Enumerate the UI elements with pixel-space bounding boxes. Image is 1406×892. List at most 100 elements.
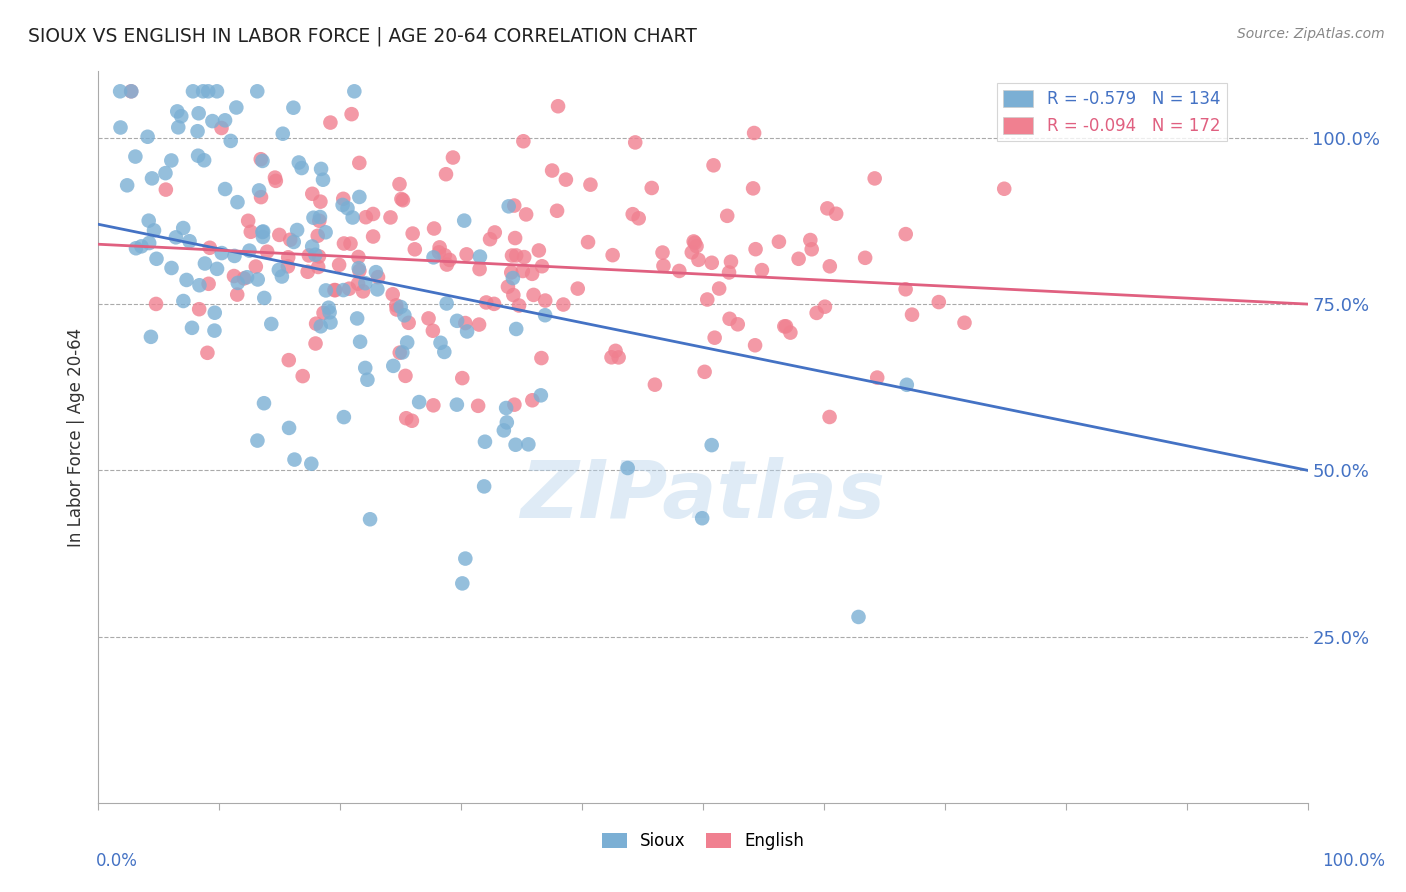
- Point: [512, 264, 534, 278]
- Point: [319, 316, 342, 330]
- Point: [239, 225, 262, 239]
- Point: [309, 210, 332, 224]
- Point: [120, 84, 142, 98]
- Point: [246, 434, 269, 448]
- Point: [453, 213, 475, 227]
- Point: [681, 245, 703, 260]
- Point: [546, 203, 568, 218]
- Point: [928, 295, 950, 310]
- Point: [211, 121, 233, 136]
- Point: [744, 242, 766, 256]
- Point: [727, 318, 749, 332]
- Point: [894, 282, 917, 296]
- Point: [288, 155, 311, 169]
- Point: [302, 211, 325, 225]
- Point: [652, 259, 675, 273]
- Point: [385, 302, 408, 317]
- Point: [188, 278, 211, 293]
- Point: [110, 120, 132, 135]
- Point: [602, 248, 624, 262]
- Point: [505, 438, 527, 452]
- Point: [238, 244, 260, 258]
- Point: [436, 258, 458, 272]
- Point: [124, 150, 146, 164]
- Point: [475, 295, 498, 310]
- Point: [496, 279, 519, 293]
- Point: [707, 281, 730, 295]
- Point: [396, 335, 419, 350]
- Point: [181, 84, 204, 98]
- Point: [468, 318, 491, 332]
- Point: [309, 194, 332, 209]
- Point: [297, 265, 319, 279]
- Point: [283, 452, 305, 467]
- Point: [391, 345, 413, 359]
- Point: [773, 319, 796, 334]
- Point: [115, 178, 138, 193]
- Point: [398, 316, 420, 330]
- Point: [333, 236, 356, 251]
- Point: [716, 209, 738, 223]
- Point: [696, 293, 718, 307]
- Point: [205, 84, 228, 98]
- Point: [467, 399, 489, 413]
- Point: [198, 241, 221, 255]
- Point: [896, 377, 918, 392]
- Point: [522, 393, 544, 408]
- Point: [815, 202, 838, 216]
- Point: [718, 265, 741, 279]
- Point: [380, 211, 402, 225]
- Point: [520, 267, 543, 281]
- Text: 100.0%: 100.0%: [1322, 852, 1385, 870]
- Point: [775, 319, 797, 334]
- Point: [141, 171, 163, 186]
- Point: [267, 263, 290, 277]
- Point: [567, 282, 589, 296]
- Point: [381, 287, 404, 301]
- Point: [347, 250, 370, 264]
- Point: [167, 120, 190, 135]
- Point: [422, 324, 444, 338]
- Point: [138, 213, 160, 227]
- Point: [474, 434, 496, 449]
- Point: [307, 228, 329, 243]
- Point: [513, 250, 536, 264]
- Point: [170, 109, 193, 123]
- Point: [308, 214, 330, 228]
- Point: [541, 163, 564, 178]
- Point: [505, 248, 527, 262]
- Point: [700, 256, 723, 270]
- Point: [349, 334, 371, 349]
- Point: [408, 395, 430, 409]
- Point: [233, 271, 256, 285]
- Point: [503, 198, 526, 212]
- Point: [342, 211, 364, 225]
- Point: [332, 192, 354, 206]
- Point: [468, 250, 491, 264]
- Point: [787, 252, 810, 266]
- Point: [125, 241, 148, 255]
- Point: [214, 113, 236, 128]
- Text: 0.0%: 0.0%: [96, 852, 138, 870]
- Point: [644, 377, 666, 392]
- Point: [333, 410, 356, 425]
- Point: [285, 223, 308, 237]
- Point: [252, 225, 274, 239]
- Point: [253, 396, 276, 410]
- Point: [309, 161, 332, 176]
- Point: [188, 302, 211, 317]
- Point: [249, 152, 271, 166]
- Point: [301, 186, 323, 201]
- Point: [454, 551, 477, 566]
- Point: [454, 316, 477, 330]
- Point: [214, 182, 236, 196]
- Point: [768, 235, 790, 249]
- Point: [720, 254, 742, 268]
- Point: [131, 239, 153, 253]
- Point: [136, 129, 159, 144]
- Point: [441, 151, 464, 165]
- Point: [422, 398, 444, 412]
- Point: [160, 260, 183, 275]
- Point: [534, 308, 557, 322]
- Point: [291, 369, 314, 384]
